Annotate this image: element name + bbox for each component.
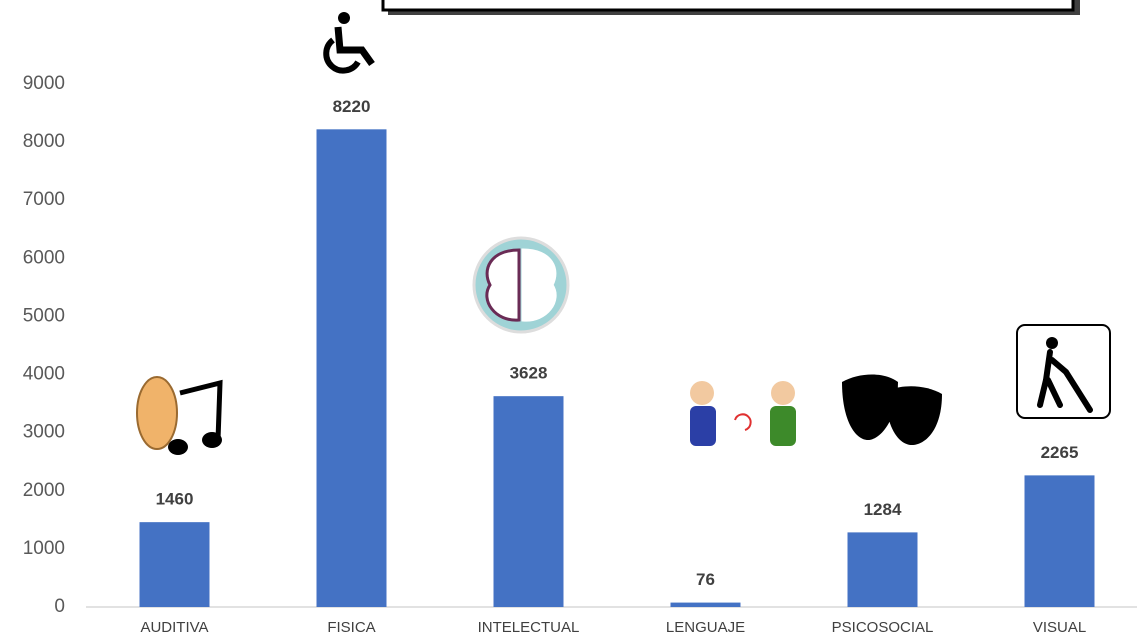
wheelchair-icon — [326, 12, 372, 71]
y-tick-label: 0 — [54, 596, 65, 617]
y-tick-label: 5000 — [23, 305, 65, 326]
x-tick-label: PSICOSOCIAL — [832, 619, 934, 636]
y-tick-label: 3000 — [23, 422, 65, 443]
bar — [1025, 475, 1095, 607]
x-tick-label: VISUAL — [1033, 619, 1086, 636]
bar — [848, 532, 918, 607]
y-tick-label: 6000 — [23, 247, 65, 268]
value-label: 1460 — [156, 490, 194, 509]
page: {"chart_data": {"type": "bar", "categori… — [0, 0, 1137, 638]
chart: 0 1000 2000 3000 4000 5000 6000 7000 8000 9000 AUD… — [0, 0, 1137, 638]
y-tick-label: 1000 — [23, 538, 65, 559]
x-tick-label: FISICA — [327, 619, 375, 636]
x-tick-label: LENGUAJE — [666, 619, 745, 636]
brain-icon — [474, 238, 568, 332]
blind-person-icon — [1017, 325, 1110, 418]
y-tick-label: 4000 — [23, 364, 65, 385]
theater-masks-icon — [842, 375, 942, 446]
y-tick-label: 7000 — [23, 189, 65, 210]
ear-icon — [137, 377, 222, 455]
bar — [494, 396, 564, 607]
x-tick-label: AUDITIVA — [140, 619, 208, 636]
y-tick-label: 8000 — [23, 131, 65, 152]
bar — [140, 522, 210, 607]
y-tick-label: 9000 — [23, 73, 65, 94]
y-tick-label: 2000 — [23, 480, 65, 501]
sign-language-icon — [690, 381, 796, 446]
value-label: 3628 — [510, 364, 548, 383]
x-tick-label: INTELECTUAL — [478, 619, 580, 636]
bar — [317, 129, 387, 607]
title-box — [383, 0, 1073, 10]
value-label: 8220 — [333, 97, 371, 116]
value-label: 76 — [696, 570, 715, 589]
bar — [671, 603, 741, 607]
value-label: 2265 — [1041, 443, 1079, 462]
value-label: 1284 — [864, 500, 902, 519]
